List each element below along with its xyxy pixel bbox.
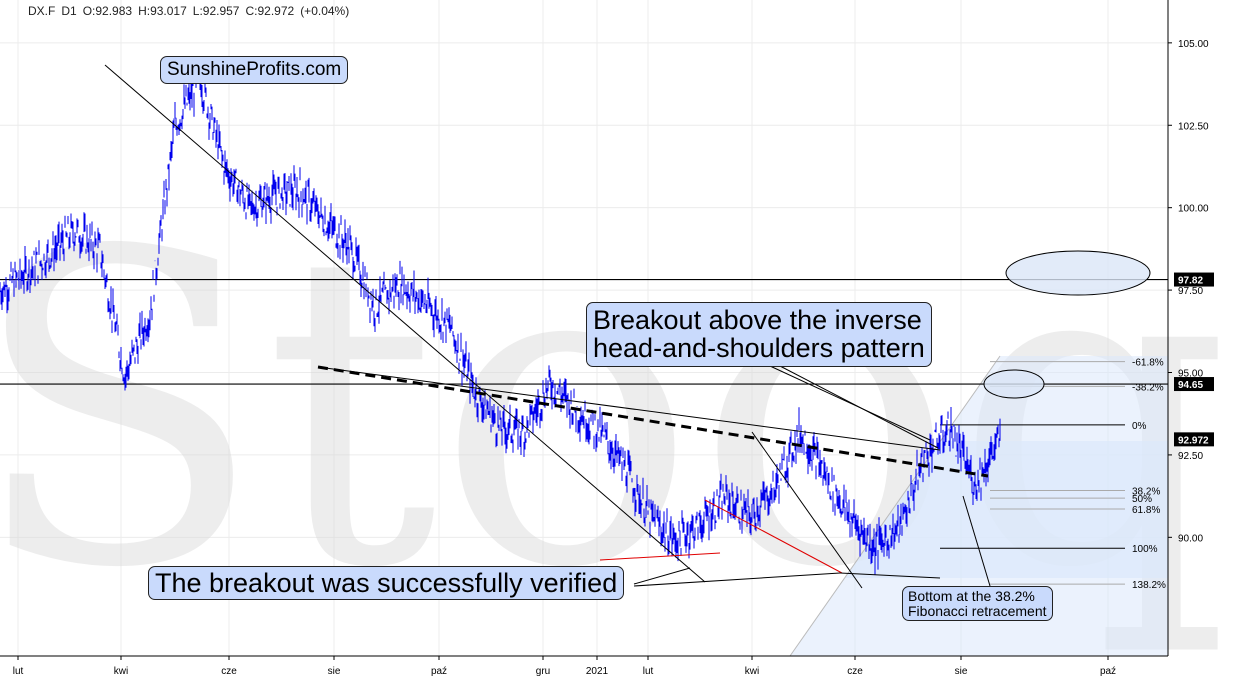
price-tag-box [1174,377,1214,392]
fib-level-label: 61.8% [1132,505,1160,516]
fib-edge [789,355,1001,657]
fib-level-label: 138.2% [1132,580,1166,591]
brand-label: SunshineProfits.com [167,59,342,80]
price-tags: 97.82 94.65 92.972 [1174,272,1214,447]
target-ellipse [983,369,1045,399]
x-tick-label: gru [536,666,550,677]
bottom-line2: Fibonacci retracement [908,602,1047,619]
fib-level-label: 38.2% [1132,487,1160,498]
fib-level-label: 0% [1132,421,1147,432]
x-tick-label: 2021 [586,666,609,677]
x-tick-label: sie [955,666,968,677]
bottom-callout: Bottom at the 38.2% Fibonacci retracemen… [902,586,1053,622]
brand-callout: SunshineProfits.com [160,56,349,84]
close-value: C:92.972 [245,4,295,18]
bottom-level-connector [839,572,941,579]
x-tick-label: paź [1100,666,1116,677]
fib-shade-inner [845,441,1168,578]
breakout-line2: head-and-shoulders pattern [593,333,925,364]
verified-connector-2 [633,572,841,587]
x-tick-label: lut [13,666,24,677]
x-tick-label: sie [328,666,341,677]
verified-connector-1 [633,567,691,585]
verified-label: The breakout was successfully verified [155,568,618,598]
price-tag-box [1174,432,1214,447]
fibonacci-labels: -61.8% -38.2% 0% 38.2%50%61.8% 100% 138.2% [1132,358,1166,592]
y-tick-label: 97.50 [1178,286,1203,297]
breakout-callout: Breakout above the inverse head-and-shou… [586,302,932,367]
axes [0,0,1169,657]
y-tick-label: 92.50 [1178,451,1203,462]
price-tag-label: 97.82 [1178,276,1203,287]
y-tick-label: 95.00 [1178,369,1203,380]
neckline-thin [317,366,941,451]
x-tick-label: lut [643,666,654,677]
breakout-connector-1 [769,365,931,441]
low-value: L:92.957 [192,4,240,18]
price-tag-label: 94.65 [1178,380,1203,391]
bottom-connector [962,495,991,587]
red-channel-line [704,499,843,574]
y-tick-label: 90.00 [1178,533,1203,544]
trendlines [104,64,991,589]
tick-labels: 105.00 102.50 100.00 97.50 95.00 92.50 90.00 lu… [13,39,1209,677]
price-tag-box [1174,272,1214,287]
breakout-line1: Breakout above the inverse [593,305,922,335]
bottom-line1: Bottom at the 38.2% [908,588,1035,604]
change-value: (+0.04%) [300,4,350,18]
chart-header: DX.F D1 O:92.983 H:93.017 L:92.957 C:92.972 (+… [28,4,355,18]
price-bars [0,58,1001,575]
horizontal-levels [0,250,1168,399]
fib-level-label: -61.8% [1132,358,1164,369]
x-tick-label: cze [221,666,237,677]
x-tick-label: paź [431,666,447,677]
neckline-dashed [317,365,989,478]
symbol: DX.F [28,4,56,18]
high-value: H:93.017 [138,4,187,18]
breakout-connector-2 [779,365,939,449]
target-ellipse [1005,250,1151,296]
open-value: O:92.983 [82,4,133,18]
x-tick-label: cze [847,666,863,677]
interval: D1 [61,4,77,18]
x-tick-label: kwi [114,666,128,677]
major-downtrend-line [104,64,706,583]
fib-level-label: -38.2% [1132,382,1164,393]
verified-callout: The breakout was successfully verified [148,566,625,601]
fib-level-label: 100% [1132,544,1158,555]
x-tick-label: kwi [745,666,759,677]
y-tick-label: 105.00 [1178,39,1209,50]
y-tick-label: 100.00 [1178,204,1209,215]
red-base-line [599,552,721,561]
y-tick-label: 102.50 [1178,121,1209,132]
fibonacci-zone [789,355,1168,657]
price-tag-label: 92.972 [1178,435,1209,446]
right-shoulder-line [751,431,863,589]
fib-level-label: 50% [1132,494,1152,505]
price-series [0,58,1001,575]
